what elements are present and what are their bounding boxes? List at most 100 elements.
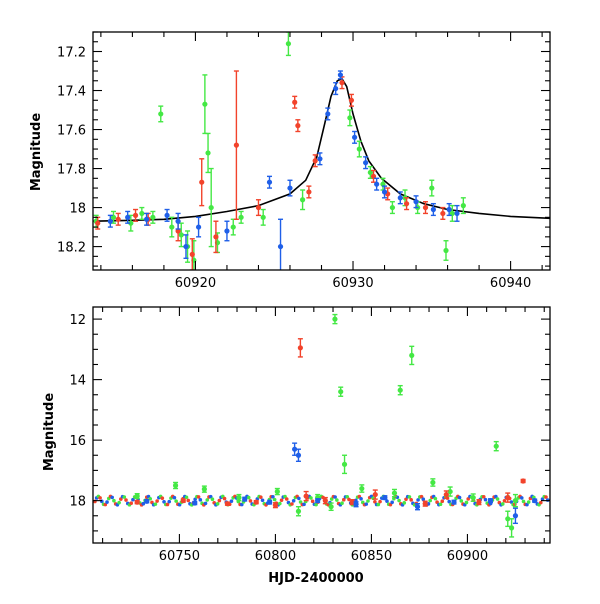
red-point — [292, 99, 298, 105]
baseline-point — [309, 496, 313, 500]
baseline-point — [402, 501, 407, 505]
baseline-point — [129, 501, 134, 506]
baseline-point — [500, 502, 505, 506]
blue-point — [532, 498, 538, 504]
blue-point — [266, 179, 273, 185]
baseline-point — [419, 494, 424, 499]
blue-point — [446, 206, 452, 213]
baseline-point — [481, 495, 486, 499]
baseline-point — [440, 499, 445, 504]
blue-point — [295, 452, 302, 458]
baseline-point — [404, 497, 408, 502]
model-curve — [93, 77, 550, 222]
baseline-point — [229, 499, 234, 504]
green-point — [429, 185, 435, 191]
red-point — [505, 495, 511, 501]
baseline-point — [544, 495, 548, 499]
green-point — [341, 461, 348, 467]
red-point — [312, 158, 318, 164]
green-point — [202, 101, 208, 107]
green-point — [128, 220, 134, 226]
baseline-point — [433, 496, 438, 501]
baseline-point — [538, 500, 543, 505]
green-point — [328, 504, 334, 510]
baseline-point — [210, 497, 215, 502]
baseline-point — [248, 499, 253, 503]
baseline-point — [122, 495, 127, 499]
red-point — [272, 502, 279, 508]
baseline-point — [483, 497, 488, 502]
baseline-point — [509, 500, 514, 504]
blue-point — [315, 498, 321, 504]
green-point — [201, 486, 207, 492]
baseline-point — [217, 498, 222, 503]
blue-point — [512, 513, 519, 519]
bottom-panel: Magnitude HJD-2400000 60750 60800 60850 609… — [42, 306, 551, 586]
top-panel: Magnitude 60920 60930 60940 17.2 17.4 17.6 17.… — [29, 31, 551, 291]
red-point — [180, 498, 186, 504]
baseline-point — [103, 502, 108, 507]
baseline-point — [186, 498, 191, 503]
baseline-point — [259, 495, 263, 499]
x-tick-label: 60930 — [332, 276, 373, 291]
y-tick-label: 12 — [69, 313, 86, 328]
green-point — [260, 214, 266, 220]
baseline-point — [310, 499, 315, 504]
baseline-point — [545, 498, 550, 502]
baseline-point — [131, 497, 135, 502]
blue-point — [287, 185, 293, 191]
baseline-point — [162, 499, 166, 504]
baseline-point — [124, 498, 128, 502]
blue-point — [414, 504, 421, 510]
green-point — [158, 111, 164, 117]
bottom-ylabel: Magnitude — [42, 393, 57, 472]
x-tick-label: 60800 — [255, 549, 296, 564]
baseline-point — [359, 497, 363, 501]
baseline-point — [196, 495, 201, 499]
baseline-point — [112, 498, 116, 503]
baseline-point — [526, 500, 531, 504]
baseline-point — [174, 499, 178, 503]
baseline-point — [98, 496, 102, 500]
baseline-point — [272, 497, 277, 502]
red-point — [403, 201, 410, 207]
blue-point — [164, 212, 170, 218]
green-point — [505, 516, 511, 522]
green-point — [208, 204, 214, 211]
green-point — [134, 493, 140, 499]
green-point — [460, 203, 466, 209]
baseline-point — [160, 496, 165, 501]
blue-point — [337, 72, 344, 78]
green-point — [493, 443, 499, 449]
baseline-point — [198, 498, 203, 502]
red-point — [372, 491, 378, 498]
baseline-point — [222, 496, 227, 501]
red-point — [349, 499, 355, 505]
plot-area — [93, 313, 550, 538]
blue-point — [175, 218, 181, 224]
baseline-point — [438, 502, 443, 507]
blue-point — [292, 446, 298, 452]
baseline-point — [284, 497, 289, 501]
green-point — [150, 214, 156, 220]
red-point — [224, 501, 231, 507]
x-tick-label: 60920 — [175, 276, 216, 291]
blue-point — [353, 501, 359, 507]
red-point — [322, 498, 328, 504]
baseline-point — [246, 495, 251, 500]
plot-area — [93, 32, 550, 270]
green-point — [447, 488, 453, 495]
green-point — [205, 150, 211, 156]
blue-point — [195, 224, 202, 230]
baseline-point — [447, 499, 451, 504]
x-tick-label: 60750 — [159, 549, 200, 564]
red-point — [476, 499, 482, 505]
baseline-point — [203, 501, 208, 506]
green-point — [359, 485, 365, 492]
blue-point — [242, 496, 248, 502]
baseline-point — [421, 497, 426, 502]
baseline-point — [297, 496, 301, 501]
green-point — [470, 495, 476, 501]
blue-point — [144, 498, 150, 504]
